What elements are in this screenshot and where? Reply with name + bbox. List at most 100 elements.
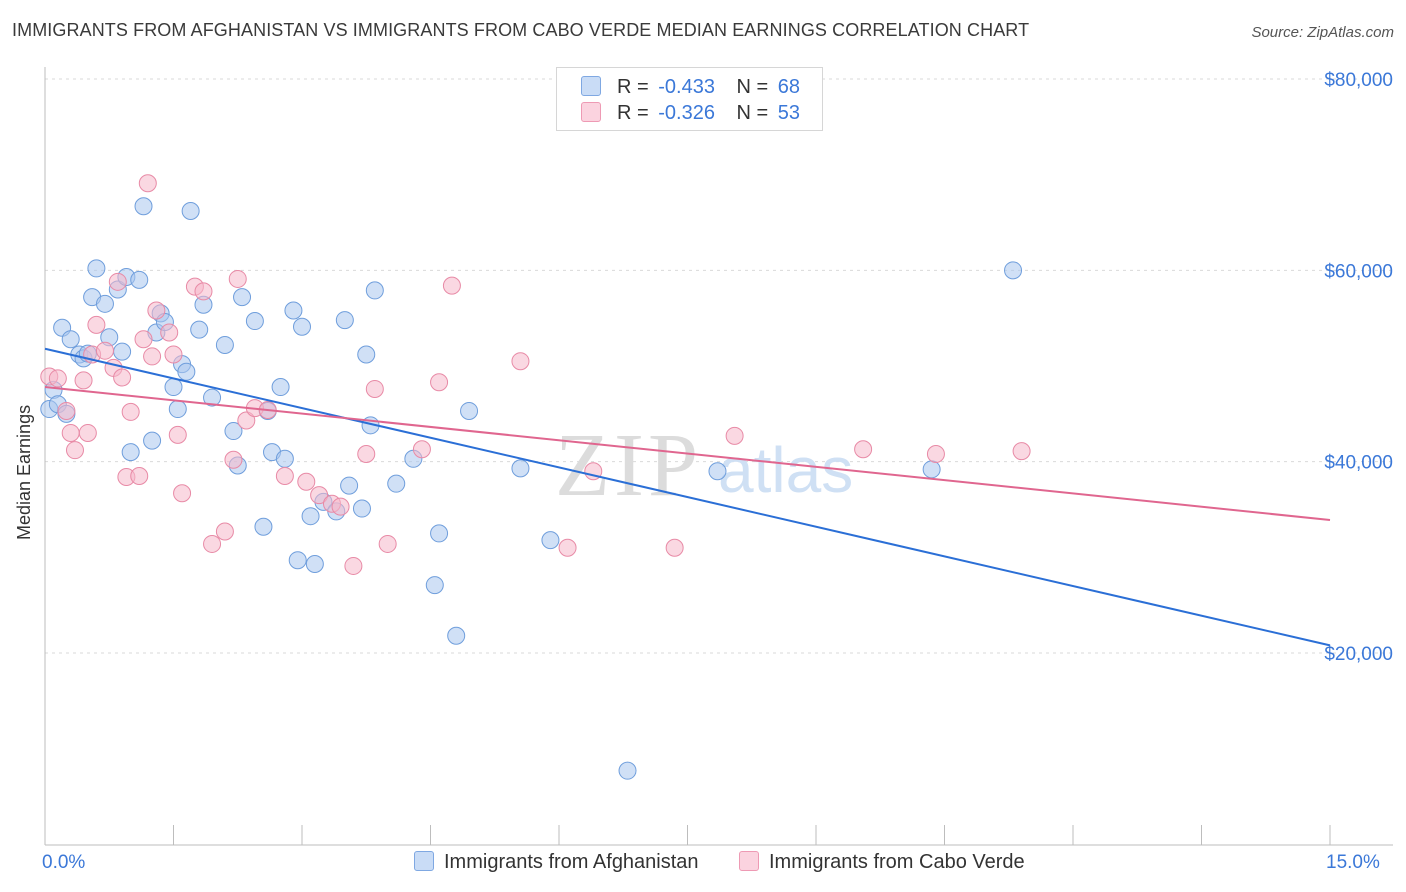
source-label: Source: ZipAtlas.com	[1251, 24, 1394, 41]
bottom-legend-label-cabo-verde: Immigrants from Cabo Verde	[769, 851, 1025, 873]
afghanistan-point	[113, 342, 132, 361]
afghanistan-point	[121, 443, 140, 462]
afghanistan-trend-line	[44, 347, 1331, 647]
afghanistan-point	[233, 288, 252, 307]
afghanistan-point	[203, 388, 222, 407]
cabo-verde-point	[203, 534, 222, 553]
axes	[44, 67, 1393, 846]
cabo-verde-point	[168, 425, 187, 444]
cabo-verde-point	[164, 345, 183, 364]
x-tick-label-max: 15.0%	[1326, 852, 1380, 873]
legend-swatch-afghanistan	[581, 76, 601, 96]
cabo-verde-point	[65, 441, 84, 460]
afghanistan-point	[618, 761, 637, 780]
afghanistan-point	[365, 281, 384, 300]
legend-r-label: R =	[617, 76, 649, 98]
afghanistan-point	[357, 345, 376, 364]
afghanistan-point	[511, 459, 530, 478]
afghanistan-point	[284, 301, 303, 320]
cabo-verde-point	[138, 174, 157, 193]
afghanistan-point	[1004, 261, 1023, 280]
chart-title: IMMIGRANTS FROM AFGHANISTAN VS IMMIGRANT…	[12, 20, 1030, 40]
afghanistan-point	[460, 401, 479, 420]
cabo-verde-point	[113, 368, 132, 387]
watermark-zip: ZIP	[555, 416, 702, 515]
afghanistan-point	[177, 362, 196, 381]
cabo-verde-point	[297, 472, 316, 491]
cabo-verde-point	[134, 330, 153, 349]
afghanistan-point	[387, 474, 406, 493]
cabo-verde-point	[121, 402, 140, 421]
legend-n-label: N =	[736, 102, 769, 124]
legend-r-value-cabo-verde: -0.326	[658, 102, 715, 124]
cabo-verde-point	[310, 486, 329, 505]
afghanistan-point	[301, 507, 320, 526]
cabo-verde-point	[558, 538, 577, 557]
cabo-verde-point	[87, 315, 106, 334]
cabo-verde-point	[61, 423, 80, 442]
afghanistan-point	[134, 197, 153, 216]
afghanistan-point	[87, 259, 106, 278]
afghanistan-point	[190, 320, 209, 339]
afghanistan-point	[425, 576, 444, 595]
afghanistan-point	[708, 462, 727, 481]
afghanistan-point	[352, 499, 371, 518]
legend-r-label: R =	[617, 102, 649, 124]
afghanistan-point	[430, 524, 449, 543]
legend-r-value-afghanistan: -0.433	[658, 76, 715, 98]
cabo-verde-point	[194, 282, 213, 301]
afghanistan-point	[61, 330, 80, 349]
cabo-verde-point	[228, 269, 247, 288]
watermark-atlas: atlas	[718, 434, 853, 506]
legend-swatch-cabo-verde	[581, 102, 601, 122]
afghanistan-point	[293, 317, 311, 336]
cabo-verde-point	[215, 522, 234, 541]
afghanistan-point	[254, 517, 273, 536]
cabo-verde-point	[511, 352, 530, 371]
series-cabo-verde-points	[40, 174, 1031, 575]
afghanistan-point	[245, 312, 264, 331]
cabo-verde-point	[926, 445, 945, 464]
cabo-verde-point	[173, 484, 192, 503]
cabo-verde-point	[442, 276, 461, 295]
bottom-legend-cabo-verde: Immigrants from Cabo Verde	[739, 851, 1025, 874]
cabo-verde-point	[108, 272, 127, 291]
legend-n-value-afghanistan: 68	[777, 76, 801, 98]
cabo-verde-point	[357, 445, 376, 464]
legend-n-label: N =	[736, 76, 769, 98]
bottom-legend-label-afghanistan: Immigrants from Afghanistan	[444, 851, 699, 873]
legend-row-cabo-verde: R = -0.326 N = 53	[581, 102, 800, 125]
y-tick-labels: $20,000 $40,000 $60,000 $80,000	[1324, 70, 1393, 665]
cabo-verde-point	[78, 423, 97, 442]
cabo-verde-point	[430, 373, 449, 392]
y-axis-label: Median Earnings	[14, 404, 34, 540]
bottom-legend-afghanistan: Immigrants from Afghanistan	[414, 851, 699, 874]
cabo-verde-point	[130, 467, 149, 486]
cabo-verde-point	[275, 467, 294, 486]
cabo-verde-point	[143, 347, 162, 366]
cabo-verde-point	[237, 411, 256, 430]
y-tick-label: $40,000	[1324, 453, 1393, 474]
afghanistan-point	[275, 449, 294, 468]
afghanistan-point	[340, 476, 359, 495]
bottom-legend-swatch-cabo-verde	[739, 851, 759, 871]
afghanistan-point	[95, 294, 114, 313]
cabo-verde-point	[365, 379, 384, 398]
afghanistan-point	[215, 335, 234, 354]
cabo-verde-point	[1012, 442, 1031, 461]
grid-lines	[45, 78, 1393, 654]
cabo-verde-point	[147, 301, 166, 320]
bottom-legend-swatch-afghanistan	[414, 851, 434, 871]
afghanistan-point	[288, 551, 307, 570]
x-tick-label-min: 0.0%	[42, 852, 86, 873]
afghanistan-point	[922, 460, 941, 479]
legend-n-value-cabo-verde: 53	[777, 102, 801, 124]
cabo-verde-trend-line	[44, 386, 1331, 522]
cabo-verde-point	[412, 440, 431, 459]
afghanistan-point	[305, 555, 324, 574]
legend-row-afghanistan: R = -0.433 N = 68	[581, 76, 800, 99]
afghanistan-point	[168, 400, 187, 419]
trend-lines	[44, 347, 1331, 647]
y-tick-label: $60,000	[1324, 261, 1393, 282]
